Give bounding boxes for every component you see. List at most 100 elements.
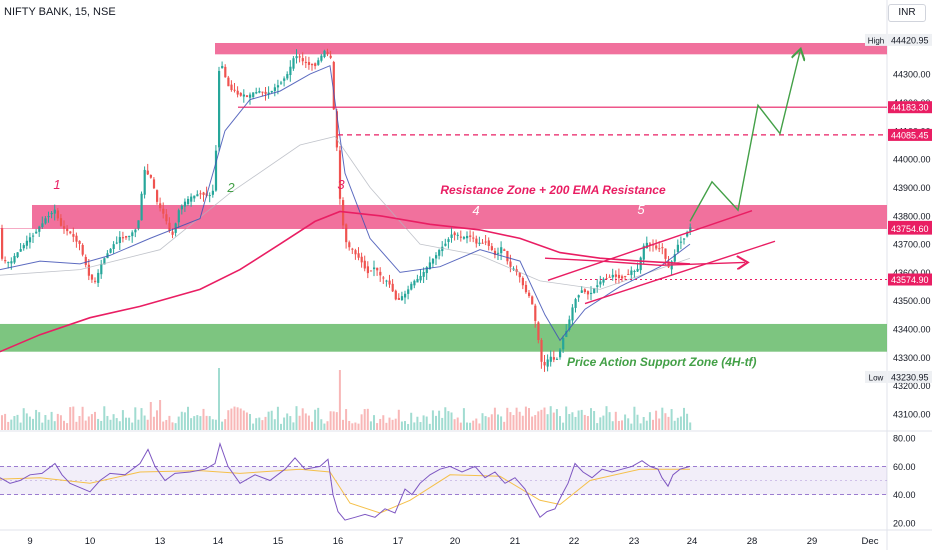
candle — [459, 236, 462, 238]
price-tag-bg — [888, 128, 932, 141]
candle — [149, 174, 152, 178]
low-tag-label: Low — [869, 373, 884, 382]
candle — [605, 278, 608, 280]
candle — [667, 261, 670, 268]
volume-bar — [506, 407, 509, 430]
volume-bar — [236, 407, 239, 430]
price-tag-label: 44183.30 — [891, 103, 929, 113]
candle — [28, 237, 32, 243]
candle — [679, 241, 683, 243]
candle — [549, 356, 552, 362]
candle — [431, 258, 435, 264]
candle — [633, 271, 636, 273]
candle — [493, 250, 497, 255]
low-value-label: 43230.95 — [891, 372, 929, 382]
volume-bar — [410, 412, 413, 430]
volume-bar — [32, 418, 34, 430]
ema-projection-arrow — [544, 258, 745, 265]
candle — [683, 238, 686, 240]
currency-button[interactable]: INR — [888, 4, 926, 22]
volume-bar — [329, 411, 332, 430]
volume-bar — [614, 411, 617, 430]
candle — [245, 95, 249, 98]
candle — [447, 239, 450, 243]
volume-bar — [165, 419, 168, 430]
volume-bar — [50, 411, 53, 430]
candle — [552, 357, 555, 360]
candle — [230, 84, 233, 91]
candle — [661, 247, 664, 249]
volume-bar — [72, 406, 75, 430]
wave-label-5: 5 — [637, 202, 645, 217]
volume-bar — [450, 412, 453, 430]
candle — [301, 58, 304, 62]
candle — [373, 267, 376, 270]
support-zone — [0, 323, 887, 352]
channel-lower-line — [584, 240, 776, 305]
ema-fast-line — [0, 64, 691, 342]
volume-bar — [648, 412, 651, 430]
candle — [602, 278, 605, 283]
candle — [441, 246, 444, 252]
volume-bar — [314, 409, 317, 430]
volume-bar — [87, 416, 90, 430]
candle — [97, 272, 100, 283]
volume-bar — [500, 416, 503, 430]
candle — [658, 248, 661, 250]
candle — [354, 250, 357, 255]
rsi-tick-label: 60.00 — [893, 462, 916, 472]
volume-bar — [320, 419, 323, 430]
candle — [47, 216, 50, 218]
volume-bar — [218, 368, 220, 430]
candle — [394, 290, 397, 300]
volume-bar — [69, 407, 72, 430]
price-tag-label: 43574.90 — [891, 275, 929, 285]
candle — [72, 234, 75, 237]
volume-bar — [221, 421, 224, 430]
volume-bar — [583, 414, 586, 430]
candle — [586, 291, 590, 295]
candle — [242, 94, 245, 97]
candle — [469, 235, 472, 237]
volume-bar — [270, 410, 273, 430]
volume-bar — [580, 409, 583, 430]
candle — [196, 194, 199, 197]
candle — [506, 251, 509, 262]
candle — [156, 190, 159, 202]
volume-bar — [180, 411, 183, 430]
candle — [338, 150, 342, 199]
volume-bar — [338, 370, 341, 430]
volume-bar — [332, 411, 335, 430]
hl-tag-bg — [865, 370, 887, 383]
volume-bar — [360, 414, 363, 430]
volume-bar — [438, 410, 441, 430]
candle — [103, 258, 106, 265]
volume-bar — [466, 422, 468, 430]
volume-bar — [205, 415, 208, 430]
volume-bar — [4, 413, 7, 430]
candle — [35, 231, 38, 234]
volume-bar — [28, 416, 31, 430]
candle — [323, 50, 326, 58]
candle — [332, 62, 335, 110]
volume-bar — [407, 423, 410, 430]
candle — [218, 70, 221, 148]
candle — [689, 227, 692, 232]
volume-bar — [611, 421, 614, 430]
candle — [221, 65, 224, 69]
symbol-title: NIFTY BANK, 15, NSE — [4, 6, 116, 18]
volume-bar — [559, 416, 561, 430]
volume-bar — [193, 416, 196, 430]
volume-bar — [146, 419, 149, 430]
volume-bar — [670, 409, 673, 430]
volume-bar — [453, 419, 456, 430]
volume-bar — [419, 422, 422, 430]
candle — [345, 224, 348, 243]
volume-bar — [459, 422, 462, 430]
volume-bar — [531, 416, 534, 430]
volume-bar — [621, 420, 623, 430]
candle — [317, 60, 320, 65]
volume-bar — [137, 419, 140, 430]
volume-bar — [292, 422, 295, 430]
